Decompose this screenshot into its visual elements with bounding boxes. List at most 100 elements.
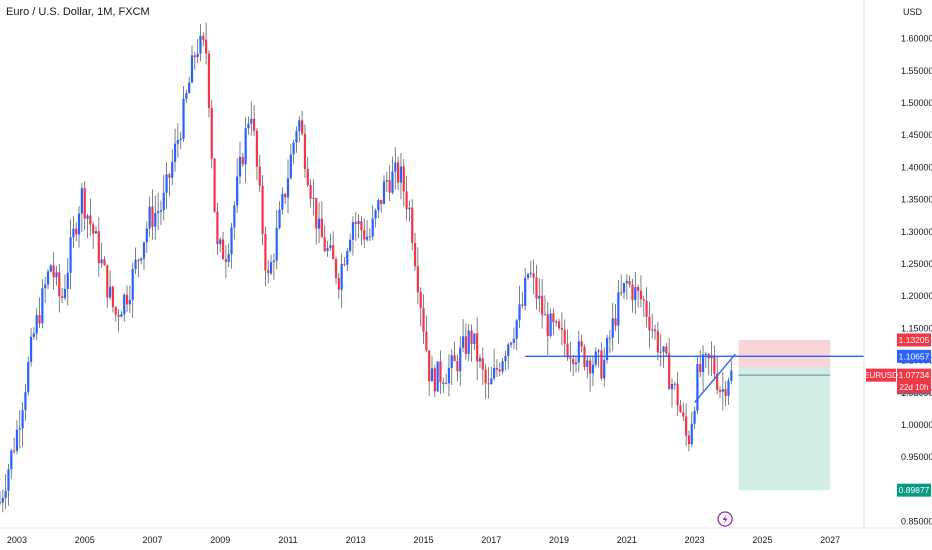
candle-body [241, 157, 244, 165]
candle [442, 377, 445, 394]
candle-body [521, 304, 524, 306]
candle [171, 149, 174, 186]
candle [445, 373, 448, 385]
candle-body [63, 288, 67, 298]
candle-body [278, 209, 281, 228]
candle-body [580, 341, 583, 347]
candle [580, 334, 583, 353]
candle-body [267, 270, 270, 274]
candle-body [35, 315, 38, 334]
candle [27, 356, 30, 396]
candle [340, 253, 343, 308]
price-label-text: 1.07734 [899, 370, 930, 380]
currency-label[interactable]: USD [903, 7, 923, 17]
candle [577, 330, 580, 373]
candle [236, 158, 239, 213]
candle [631, 278, 634, 313]
candle-body [529, 273, 532, 275]
marker-bolt [722, 515, 728, 524]
candle [402, 158, 405, 207]
candle [0, 491, 2, 505]
candle [111, 285, 115, 313]
candle-body [727, 380, 730, 396]
y-tick-label: 1.35000 [901, 195, 932, 205]
candle [603, 347, 606, 387]
candle [21, 401, 24, 447]
candle-body [501, 361, 504, 372]
candle [114, 305, 117, 322]
candle-body [693, 410, 696, 424]
candle-body [399, 166, 403, 183]
candle [416, 247, 419, 305]
candle [642, 295, 645, 317]
candle-body [193, 55, 196, 58]
candle [484, 363, 487, 399]
candle [35, 308, 38, 341]
candle [86, 213, 89, 238]
candle [15, 420, 19, 455]
candle-body [713, 355, 716, 374]
candle-body [154, 213, 157, 227]
candle [4, 473, 7, 510]
y-tick-label: 1.20000 [901, 291, 932, 301]
candle-body [498, 369, 501, 372]
candle-body [221, 239, 225, 260]
candle [377, 198, 380, 219]
candle [526, 272, 530, 281]
price-label: 1.10657 [897, 349, 931, 363]
candle-body [58, 272, 61, 297]
candle-body [41, 288, 44, 324]
candle [58, 263, 61, 313]
candle-body [306, 169, 309, 186]
candle-body [205, 39, 208, 54]
candle [213, 158, 216, 213]
candle [219, 237, 222, 252]
candle [365, 220, 369, 242]
candle-body [391, 171, 394, 193]
candle [182, 86, 185, 142]
candle [145, 221, 148, 253]
candle-body [120, 314, 123, 317]
candle-body [145, 228, 148, 243]
candle-body [24, 392, 27, 411]
candle [380, 199, 383, 213]
candle [608, 329, 611, 354]
candle [258, 154, 261, 193]
candle [490, 366, 493, 385]
candle [360, 216, 363, 246]
candle [190, 45, 194, 84]
candle-body [365, 236, 369, 240]
candle-body [405, 191, 408, 210]
candle-body [114, 307, 117, 315]
candle-body [419, 291, 422, 309]
candle [250, 101, 253, 136]
candle [447, 354, 451, 397]
candle-body [188, 82, 191, 94]
candle-body [0, 502, 2, 504]
candle [637, 284, 640, 308]
candle-body [476, 333, 479, 362]
candle-body [77, 213, 81, 235]
candle [713, 345, 716, 379]
candle [337, 273, 340, 300]
candle-body [589, 360, 592, 374]
candle [394, 147, 397, 190]
candle [668, 337, 671, 390]
candle-body [439, 361, 442, 383]
candle-body [617, 292, 620, 326]
candle [301, 110, 304, 136]
candle-body [385, 180, 388, 182]
candle-body [535, 277, 538, 299]
candle-body [173, 143, 177, 162]
candle [46, 268, 50, 289]
candle [411, 199, 414, 251]
candle [241, 153, 244, 167]
candle [651, 313, 654, 339]
stop-loss-zone [738, 339, 831, 368]
candlestick-series [0, 22, 733, 513]
candle [699, 350, 702, 378]
candle-body [685, 416, 688, 436]
candle-body [413, 242, 417, 267]
candle [557, 318, 561, 331]
